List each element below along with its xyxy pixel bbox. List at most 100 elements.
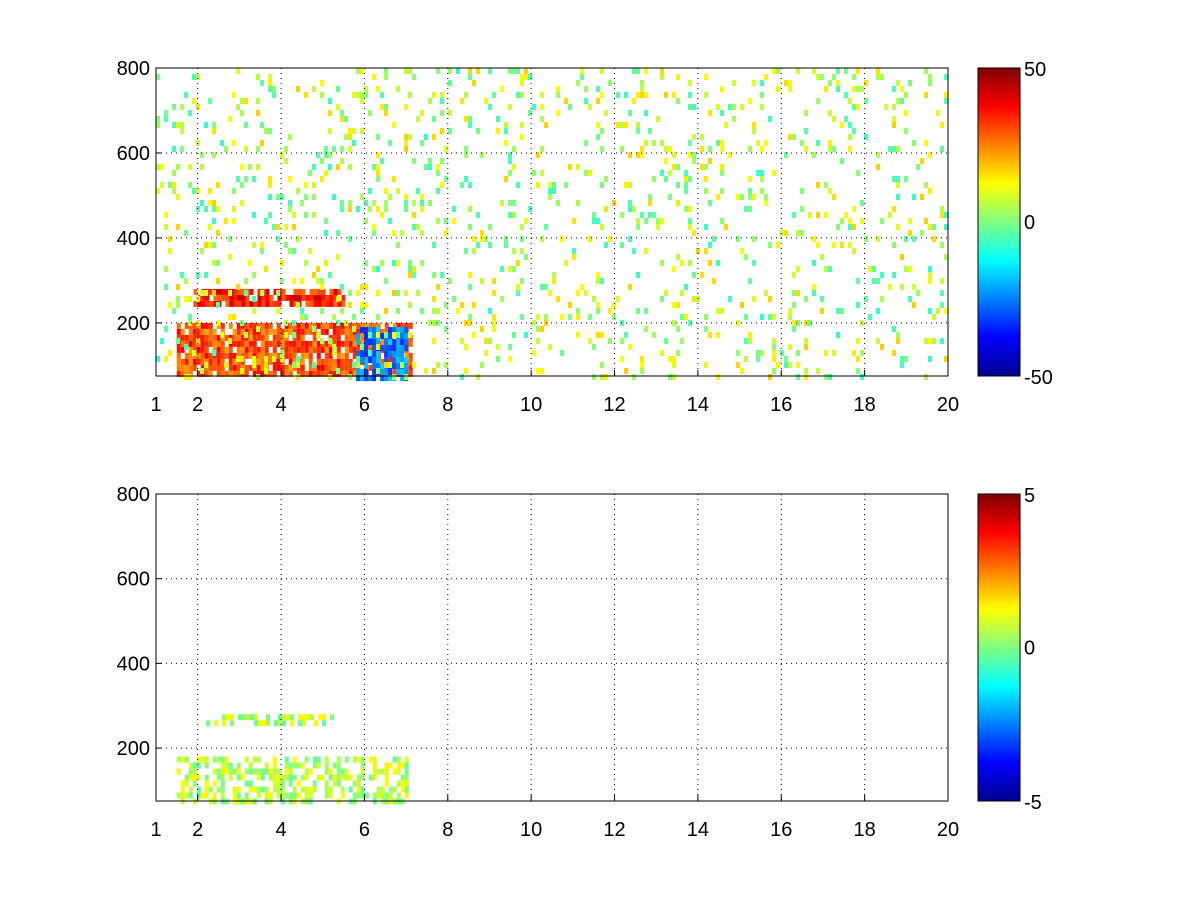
heatmap-cell bbox=[236, 786, 241, 793]
heatmap-cell bbox=[388, 792, 393, 799]
heatmap-cell bbox=[356, 346, 361, 353]
heatmap-cell bbox=[336, 320, 340, 326]
heatmap-cell bbox=[156, 356, 160, 362]
heatmap-cell bbox=[228, 774, 233, 781]
heatmap-cell bbox=[716, 374, 720, 380]
heatmap-cell bbox=[648, 212, 652, 218]
heatmap-cell bbox=[420, 110, 424, 116]
heatmap-cell bbox=[220, 768, 225, 775]
heatmap-cell bbox=[292, 774, 297, 781]
heatmap-cell bbox=[280, 260, 284, 266]
heatmap-cell bbox=[188, 374, 192, 380]
colorbar-tick-label: -5 bbox=[1024, 792, 1042, 814]
heatmap-cell bbox=[556, 86, 560, 92]
heatmap-cell bbox=[288, 176, 292, 182]
heatmap-cell bbox=[188, 792, 193, 799]
heatmap-cell bbox=[240, 356, 244, 362]
heatmap-cell bbox=[376, 152, 380, 158]
heatmap-cell bbox=[396, 756, 401, 763]
heatmap-cell bbox=[260, 334, 265, 341]
heatmap-cell bbox=[564, 260, 568, 266]
heatmap-cell bbox=[372, 357, 377, 364]
heatmap-cell bbox=[912, 194, 916, 200]
heatmap-cell bbox=[352, 322, 357, 329]
heatmap-cell bbox=[228, 338, 232, 344]
heatmap-cell bbox=[192, 188, 196, 194]
heatmap-cell bbox=[860, 200, 864, 206]
heatmap-cell bbox=[212, 364, 217, 371]
heatmap-cell bbox=[340, 340, 345, 347]
heatmap-cell bbox=[564, 98, 568, 104]
heatmap-cell bbox=[196, 328, 201, 335]
heatmap-cell bbox=[308, 170, 312, 176]
heatmap-cell bbox=[272, 340, 277, 347]
heatmap-cell bbox=[208, 98, 212, 104]
x-tick-label: 8 bbox=[442, 819, 453, 841]
heatmap-cell bbox=[336, 352, 341, 359]
heatmap-cell bbox=[540, 92, 544, 98]
heatmap-cell bbox=[332, 774, 337, 781]
heatmap-cell bbox=[188, 774, 193, 781]
heatmap-cell bbox=[204, 786, 209, 793]
heatmap-cell bbox=[257, 288, 262, 295]
heatmap-cell bbox=[704, 362, 708, 368]
heatmap-cell bbox=[892, 350, 896, 356]
heatmap-cell bbox=[256, 322, 261, 329]
heatmap-cell bbox=[796, 362, 800, 368]
heatmap-cell bbox=[196, 104, 200, 110]
heatmap-cell bbox=[424, 164, 428, 170]
heatmap-cell bbox=[408, 302, 412, 308]
heatmap-cell bbox=[716, 140, 720, 146]
heatmap-cell bbox=[668, 170, 672, 176]
heatmap-cell bbox=[216, 334, 221, 341]
heatmap-cell bbox=[266, 714, 270, 721]
heatmap-cell bbox=[404, 374, 408, 380]
heatmap-cell bbox=[752, 194, 756, 200]
heatmap-cell bbox=[364, 357, 369, 364]
heatmap-cell bbox=[492, 320, 496, 326]
heatmap-cell bbox=[672, 362, 676, 368]
heatmap-cell bbox=[928, 266, 932, 272]
heatmap-cell bbox=[176, 284, 180, 290]
heatmap-cell bbox=[908, 218, 912, 224]
heatmap-cell bbox=[368, 206, 372, 212]
heatmap-cell bbox=[322, 720, 326, 727]
heatmap-cell bbox=[316, 278, 320, 284]
heatmap-cell bbox=[348, 334, 353, 341]
heatmap-cell bbox=[260, 140, 264, 146]
heatmap-cell bbox=[240, 774, 245, 781]
heatmap-cell bbox=[348, 364, 353, 371]
heatmap-cell bbox=[221, 288, 226, 295]
heatmap-cell bbox=[396, 345, 401, 352]
heatmap-cell bbox=[580, 284, 584, 290]
heatmap-cell bbox=[412, 224, 416, 230]
heatmap-cell bbox=[340, 370, 345, 377]
heatmap-cell bbox=[200, 364, 205, 371]
heatmap-cell bbox=[388, 369, 393, 376]
heatmap-cell bbox=[192, 768, 197, 775]
heatmap-cell bbox=[329, 288, 334, 295]
heatmap-cell bbox=[676, 164, 680, 170]
heatmap-cell bbox=[268, 182, 272, 188]
heatmap-cell bbox=[268, 128, 272, 134]
heatmap-cell bbox=[384, 328, 389, 335]
heatmap-cell bbox=[640, 212, 644, 218]
heatmap-cell bbox=[612, 200, 616, 206]
heatmap-cell bbox=[400, 786, 405, 793]
heatmap-cell bbox=[408, 332, 412, 338]
heatmap-cell bbox=[180, 272, 184, 278]
heatmap-cell bbox=[348, 340, 353, 347]
heatmap-cell bbox=[688, 92, 692, 98]
heatmap-cell bbox=[233, 294, 238, 301]
heatmap-cell bbox=[292, 792, 297, 799]
heatmap-cell bbox=[924, 68, 928, 74]
heatmap-cell bbox=[940, 338, 944, 344]
heatmap-cell bbox=[324, 328, 329, 335]
heatmap-cell bbox=[752, 260, 756, 266]
heatmap-cell bbox=[276, 352, 281, 359]
heatmap-cell bbox=[172, 188, 176, 194]
heatmap-cell bbox=[344, 768, 349, 775]
heatmap-cell bbox=[572, 248, 576, 254]
heatmap-cell bbox=[744, 356, 748, 362]
heatmap-cell bbox=[285, 294, 290, 301]
